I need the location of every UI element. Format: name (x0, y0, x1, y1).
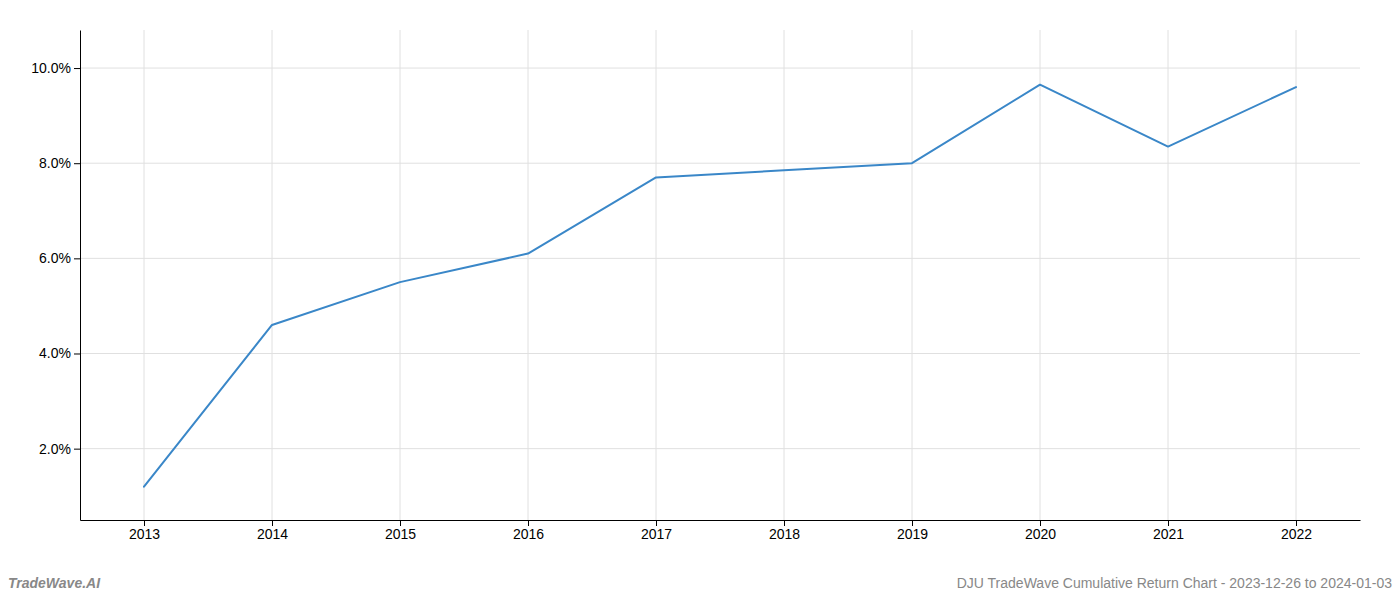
plot-area (144, 85, 1296, 487)
x-tick: 2015 (385, 520, 416, 542)
y-tick-mark (74, 68, 80, 69)
y-tick-mark (74, 258, 80, 259)
x-tick-label: 2016 (513, 526, 544, 542)
x-tick: 2019 (897, 520, 928, 542)
x-tick-label: 2019 (897, 526, 928, 542)
x-tick-label: 2013 (129, 526, 160, 542)
x-tick-label: 2017 (641, 526, 672, 542)
y-tick-label: 2.0% (39, 441, 71, 457)
x-tick: 2021 (1153, 520, 1184, 542)
y-axis: 2.0% 4.0% 6.0% 8.0% 10.0% (31, 31, 80, 521)
x-tick-label: 2015 (385, 526, 416, 542)
x-grid-line (1296, 30, 1297, 520)
y-tick-label: 8.0% (39, 155, 71, 171)
x-tick: 2013 (129, 520, 160, 542)
y-axis-line (80, 31, 81, 521)
x-tick-label: 2020 (1025, 526, 1056, 542)
y-tick: 2.0% (39, 441, 80, 457)
x-tick-label: 2014 (257, 526, 288, 542)
x-tick: 2022 (1281, 520, 1312, 542)
y-tick-mark (74, 353, 80, 354)
x-grid-line (1040, 30, 1041, 520)
y-tick-label: 10.0% (31, 60, 71, 76)
y-tick: 4.0% (39, 345, 80, 361)
x-grid-line (272, 30, 273, 520)
x-tick-label: 2021 (1153, 526, 1184, 542)
y-tick: 8.0% (39, 155, 80, 171)
y-tick-label: 6.0% (39, 250, 71, 266)
y-tick-mark (74, 449, 80, 450)
x-grid-line (144, 30, 145, 520)
x-grid-line (912, 30, 913, 520)
x-tick: 2017 (641, 520, 672, 542)
annotation: DJU TradeWave Cumulative Return Chart - … (957, 575, 1392, 591)
y-grid-line (80, 258, 1360, 259)
y-tick: 10.0% (31, 60, 80, 76)
data-line (144, 85, 1296, 487)
y-grid-line (80, 353, 1360, 354)
x-tick: 2020 (1025, 520, 1056, 542)
x-tick-label: 2022 (1281, 526, 1312, 542)
x-grid-line (656, 30, 657, 520)
x-tick: 2016 (513, 520, 544, 542)
y-tick-label: 4.0% (39, 345, 71, 361)
x-tick-label: 2018 (769, 526, 800, 542)
y-grid-line (80, 448, 1360, 449)
x-grid-line (528, 30, 529, 520)
x-tick: 2014 (257, 520, 288, 542)
x-grid-line (1168, 30, 1169, 520)
y-tick: 6.0% (39, 250, 80, 266)
grid (80, 30, 1360, 520)
x-tick: 2018 (769, 520, 800, 542)
x-grid-line (400, 30, 401, 520)
y-tick-mark (74, 163, 80, 164)
x-grid-line (784, 30, 785, 520)
y-grid-line (80, 68, 1360, 69)
chart: 2013 2014 2015 2016 2017 2018 2019 2020 2021 2022… (0, 0, 1400, 600)
annotation: TradeWave.AI (8, 575, 101, 591)
x-axis: 2013 2014 2015 2016 2017 2018 2019 2020 2021 2022 (81, 520, 1361, 542)
y-grid-line (80, 163, 1360, 164)
